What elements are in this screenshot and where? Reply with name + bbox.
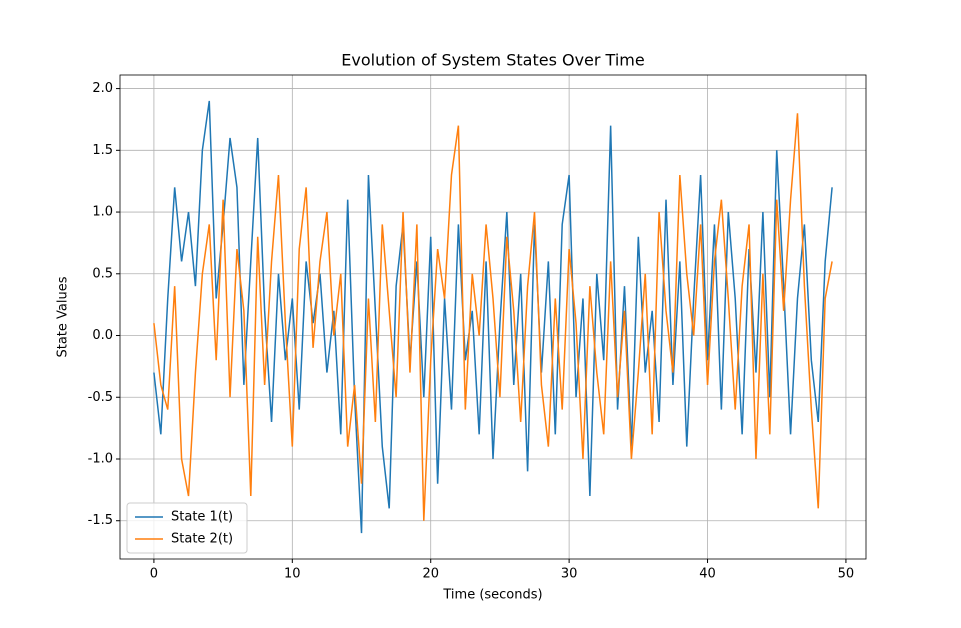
- chart-title: Evolution of System States Over Time: [341, 51, 644, 70]
- y-tick-label: -1.5: [88, 513, 113, 528]
- y-tick-label: -0.5: [88, 390, 113, 405]
- x-axis-label: Time (seconds): [442, 588, 542, 603]
- x-tick-label: 40: [699, 567, 716, 582]
- y-tick-label: -1.0: [88, 451, 113, 466]
- y-axis-label: State Values: [56, 276, 71, 357]
- legend-label: State 2(t): [171, 532, 233, 547]
- x-tick-label: 10: [284, 567, 301, 582]
- legend-box: [126, 502, 248, 554]
- line-series: [153, 113, 833, 521]
- x-tick-label: 50: [838, 567, 855, 582]
- legend-label: State 1(t): [171, 510, 233, 525]
- axes-frame: [119, 74, 867, 560]
- x-tick-label: 0: [150, 567, 158, 582]
- y-tick-label: 0.0: [92, 328, 113, 343]
- y-tick-label: 1.0: [92, 205, 113, 220]
- y-tick-label: 0.5: [92, 266, 113, 281]
- y-tick-label: 1.5: [92, 143, 113, 158]
- x-tick-label: 20: [422, 567, 439, 582]
- y-tick-label: 2.0: [92, 81, 113, 96]
- x-tick-label: 30: [561, 567, 578, 582]
